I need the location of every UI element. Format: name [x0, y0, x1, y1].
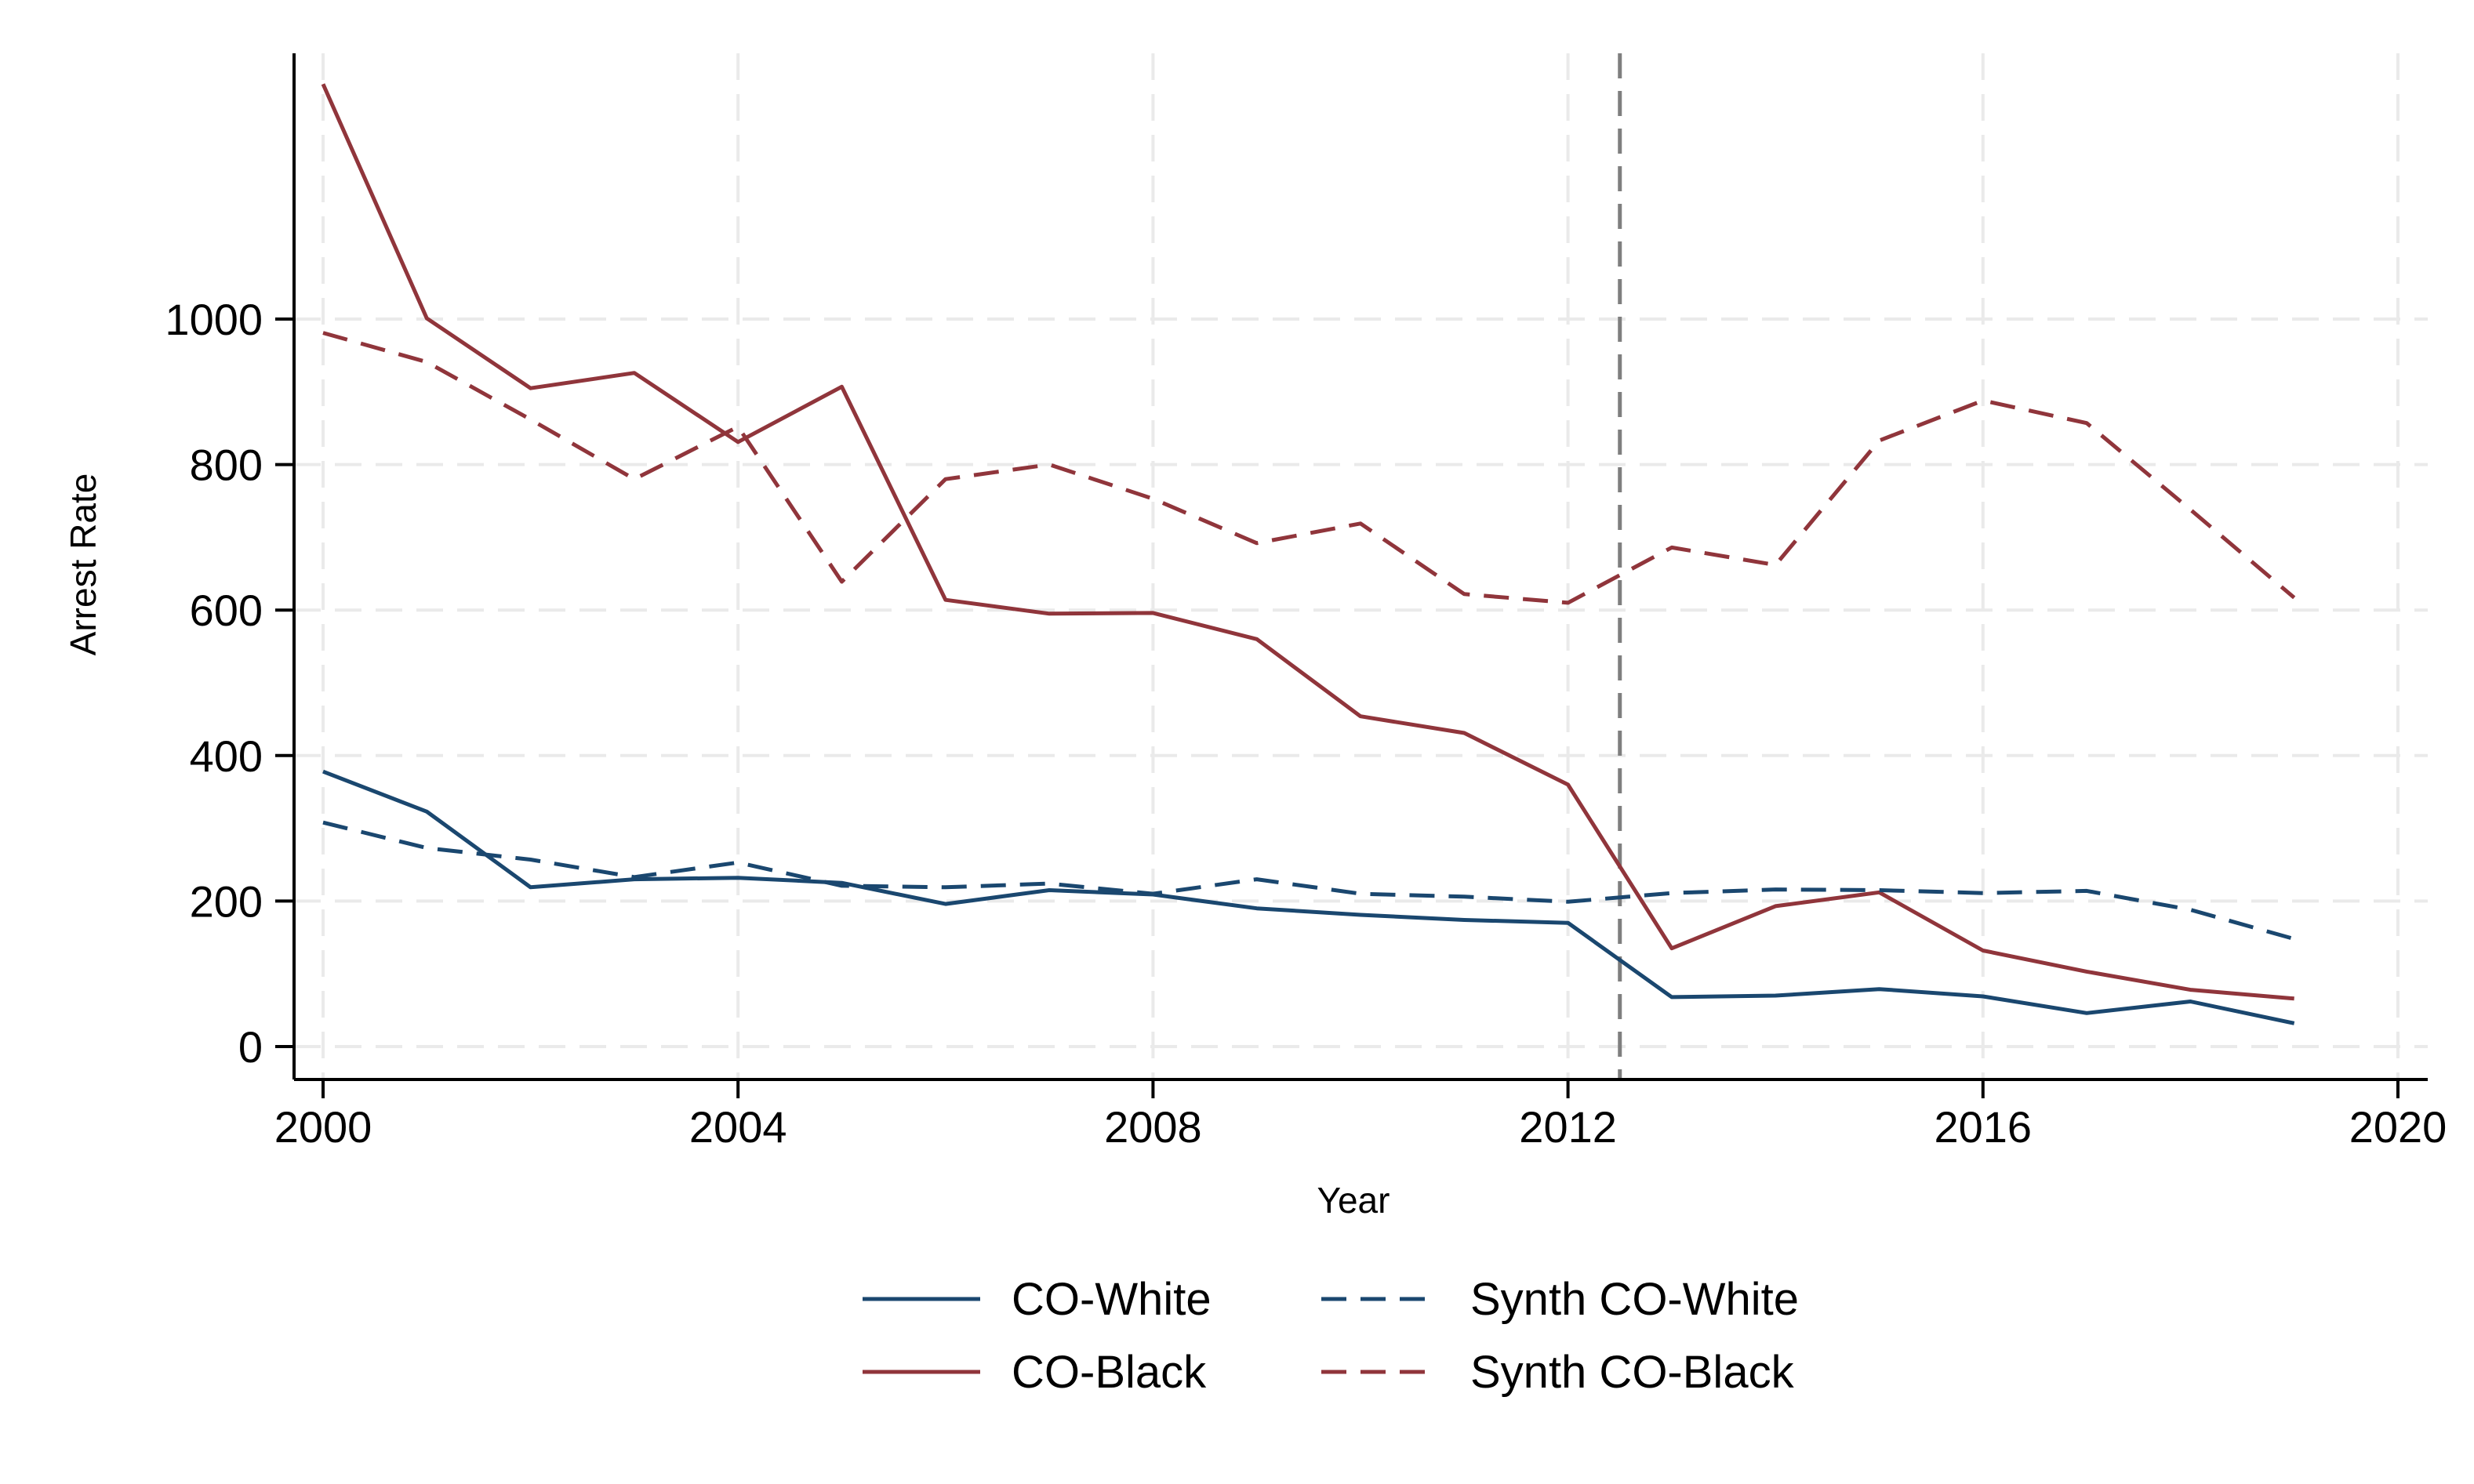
legend-label-synth-co-black: Synth CO-Black: [1470, 1347, 1795, 1398]
y-tick-label: 800: [190, 441, 263, 490]
legend: CO-White CO-Black Synth CO-White Synth CO-B…: [863, 1274, 1799, 1398]
series-line-synth-co-white: [322, 820, 2295, 942]
series-line-co-black: [321, 83, 2294, 1001]
y-tick-label: 200: [190, 876, 263, 926]
axes: 0 200 400 600 800 1000 2000 2004 2008 2012 2016 202…: [165, 53, 2447, 1152]
x-axis-title: Year: [1317, 1180, 1390, 1221]
y-tick-label: 600: [190, 586, 263, 635]
series-line-co-white: [322, 769, 2295, 1025]
legend-label-co-black: CO-Black: [1012, 1347, 1207, 1398]
series-line-synth-co-black: [322, 331, 2296, 605]
legend-label-co-white: CO-White: [1012, 1274, 1212, 1325]
x-tick-label: 2020: [2349, 1102, 2447, 1152]
grid-lines: [294, 53, 2428, 1079]
y-tick-label: 0: [238, 1022, 263, 1072]
y-tick-label: 1000: [165, 295, 263, 344]
y-axis-title: Arrest Rate: [63, 474, 104, 656]
series-lines: [321, 83, 2296, 1025]
x-tick-label: 2012: [1519, 1102, 1617, 1152]
x-tick-label: 2016: [1935, 1102, 2033, 1152]
x-tick-label: 2000: [274, 1102, 372, 1152]
x-tick-label: 2004: [689, 1102, 787, 1152]
x-tick-label: 2008: [1104, 1102, 1202, 1152]
legend-label-synth-co-white: Synth CO-White: [1470, 1274, 1799, 1325]
y-tick-label: 400: [190, 731, 263, 781]
